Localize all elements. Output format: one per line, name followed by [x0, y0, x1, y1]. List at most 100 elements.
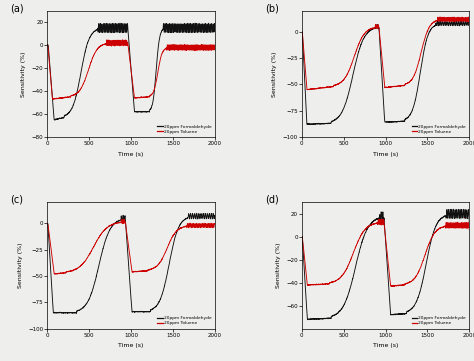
X-axis label: Time (s): Time (s) [373, 343, 398, 348]
20ppm Formaldehyde [116, 30, 122, 35]
20ppm Formaldehyde [117, 21, 123, 25]
20ppm Toluene [120, 217, 126, 221]
20ppm Formaldehyde [201, 211, 207, 216]
Line: 20ppm Formaldehyde: 20ppm Formaldehyde [47, 23, 215, 120]
Text: (d): (d) [265, 195, 279, 205]
Y-axis label: Sensitivity (%): Sensitivity (%) [275, 243, 281, 288]
Legend: 20ppm Formaldehyde, 20ppm Toluene: 20ppm Formaldehyde, 20ppm Toluene [156, 316, 212, 326]
20ppm Formaldehyde [199, 214, 204, 219]
Line: 20ppm Toluene: 20ppm Toluene [302, 219, 469, 286]
20ppm Formaldehyde [379, 212, 384, 216]
20ppm Formaldehyde [371, 26, 376, 31]
20ppm Formaldehyde [299, 30, 305, 34]
20ppm Toluene [115, 41, 120, 45]
X-axis label: Time (s): Time (s) [118, 343, 144, 348]
20ppm Toluene [207, 44, 212, 49]
Legend: 20ppm Formaldehyde, 20ppm Toluene: 20ppm Formaldehyde, 20ppm Toluene [411, 124, 467, 135]
20ppm Toluene [115, 221, 120, 225]
20ppm Formaldehyde [199, 26, 204, 30]
20ppm Toluene [392, 284, 397, 288]
20ppm Formaldehyde [124, 27, 130, 31]
20ppm Formaldehyde [73, 311, 79, 316]
20ppm Formaldehyde [45, 43, 50, 47]
20ppm Toluene [466, 22, 472, 26]
20ppm Toluene [124, 42, 130, 46]
20ppm Toluene [199, 223, 204, 227]
Y-axis label: Sensitivity (%): Sensitivity (%) [18, 243, 23, 288]
20ppm Formaldehyde [379, 66, 384, 70]
20ppm Formaldehyde [115, 29, 120, 34]
20ppm Toluene [453, 16, 459, 20]
20ppm Formaldehyde [453, 23, 459, 28]
20ppm Toluene [199, 43, 204, 48]
Y-axis label: Sensitivity (%): Sensitivity (%) [272, 51, 277, 97]
20ppm Formaldehyde [461, 22, 467, 27]
20ppm Formaldehyde [166, 262, 172, 267]
20ppm Formaldehyde [369, 220, 375, 225]
20ppm Toluene [207, 223, 212, 227]
20ppm Toluene [377, 217, 383, 221]
X-axis label: Time (s): Time (s) [373, 152, 398, 157]
20ppm Formaldehyde [116, 218, 122, 223]
20ppm Formaldehyde [461, 216, 467, 220]
20ppm Toluene [166, 46, 172, 50]
20ppm Formaldehyde [45, 221, 50, 226]
20ppm Formaldehyde [466, 222, 472, 227]
Text: (c): (c) [10, 195, 24, 205]
20ppm Toluene [212, 43, 218, 47]
20ppm Formaldehyde [52, 118, 58, 122]
20ppm Toluene [304, 88, 310, 92]
20ppm Formaldehyde [299, 235, 305, 239]
20ppm Toluene [120, 38, 126, 42]
20ppm Toluene [379, 51, 384, 55]
20ppm Toluene [212, 222, 218, 226]
Line: 20ppm Formaldehyde: 20ppm Formaldehyde [47, 213, 215, 313]
20ppm Formaldehyde [305, 318, 310, 322]
20ppm Toluene [124, 232, 130, 237]
Text: (a): (a) [10, 3, 24, 13]
20ppm Formaldehyde [305, 122, 310, 127]
20ppm Toluene [369, 222, 375, 227]
Line: 20ppm Formaldehyde: 20ppm Formaldehyde [302, 21, 469, 125]
20ppm Formaldehyde [369, 27, 375, 31]
Line: 20ppm Toluene: 20ppm Toluene [47, 40, 215, 99]
Line: 20ppm Toluene: 20ppm Toluene [302, 17, 469, 90]
20ppm Formaldehyde [124, 240, 130, 244]
20ppm Toluene [379, 219, 384, 224]
20ppm Toluene [299, 235, 305, 239]
20ppm Toluene [45, 221, 50, 226]
X-axis label: Time (s): Time (s) [118, 152, 144, 157]
20ppm Formaldehyde [166, 27, 172, 31]
20ppm Toluene [166, 242, 172, 246]
20ppm Formaldehyde [115, 219, 120, 223]
Legend: 20ppm Formaldehyde, 20ppm Toluene: 20ppm Formaldehyde, 20ppm Toluene [156, 124, 212, 135]
20ppm Toluene [299, 30, 305, 34]
20ppm Toluene [371, 222, 376, 226]
20ppm Toluene [116, 41, 122, 45]
Line: 20ppm Toluene: 20ppm Toluene [47, 219, 215, 274]
Y-axis label: Sensitivity (%): Sensitivity (%) [21, 51, 26, 97]
20ppm Toluene [461, 220, 467, 225]
20ppm Formaldehyde [207, 25, 212, 30]
20ppm Toluene [466, 228, 472, 232]
20ppm Toluene [453, 221, 459, 225]
20ppm Formaldehyde [207, 213, 212, 217]
20ppm Toluene [421, 257, 427, 261]
20ppm Formaldehyde [212, 29, 218, 34]
20ppm Toluene [116, 221, 122, 225]
20ppm Formaldehyde [420, 275, 426, 279]
Legend: 20ppm Formaldehyde, 20ppm Toluene: 20ppm Formaldehyde, 20ppm Toluene [411, 316, 467, 326]
Line: 20ppm Formaldehyde: 20ppm Formaldehyde [302, 209, 469, 320]
20ppm Toluene [371, 26, 376, 30]
20ppm Formaldehyde [453, 216, 459, 220]
20ppm Toluene [420, 41, 426, 45]
20ppm Formaldehyde [451, 207, 456, 212]
20ppm Toluene [465, 15, 471, 19]
20ppm Toluene [369, 26, 375, 31]
20ppm Formaldehyde [447, 19, 452, 23]
20ppm Formaldehyde [466, 23, 472, 28]
20ppm Toluene [50, 97, 55, 101]
20ppm Formaldehyde [212, 216, 218, 220]
20ppm Toluene [461, 16, 467, 20]
20ppm Formaldehyde [371, 219, 376, 223]
